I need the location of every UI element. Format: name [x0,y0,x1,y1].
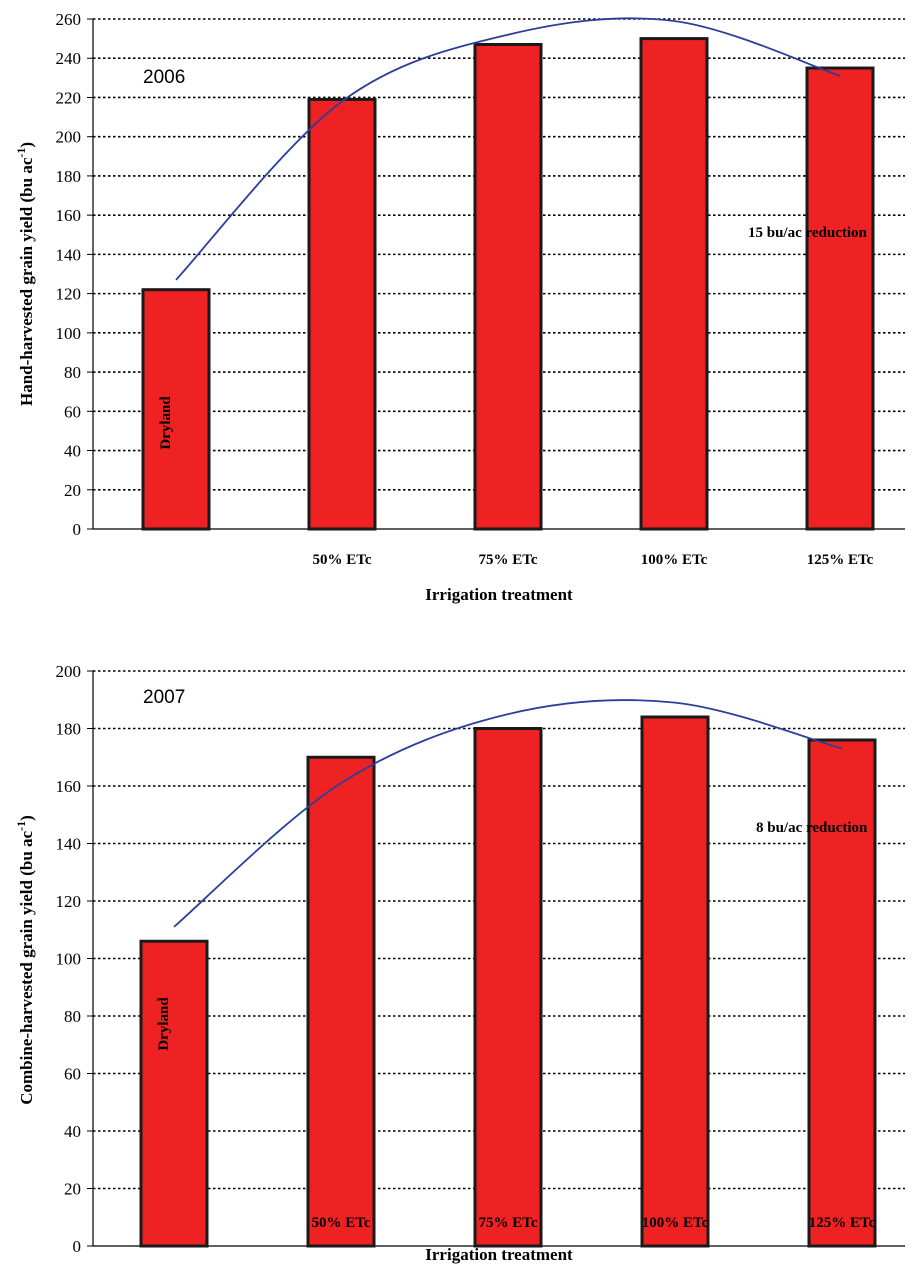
y-tick-label: 140 [56,835,82,854]
bar-label: Dryland [158,396,174,450]
y-axis-title-main: Hand-harvested grain yield (bu ac [17,157,36,406]
chart-1: 0 20 40 60 80 100 120 140 160 180 200 220 240 260 50% … [14,10,905,604]
y-tick-label: 100 [56,950,82,969]
x-category-label: 100% ETc [641,552,708,568]
y-tick-label: 240 [56,49,82,68]
y-tick-label: 60 [64,1065,81,1084]
x-category-label: 50% ETc [312,552,371,568]
year-label: 2007 [143,687,185,708]
y-tick-label: 20 [64,1180,81,1199]
x-category-label: 75% ETc [478,1215,537,1231]
y-tick-label: 100 [56,324,82,343]
y-axis-title-suffix: ) [17,142,36,148]
trendline [175,17,841,281]
y-tick-label: 60 [64,402,81,421]
y-tick-label: 0 [73,1237,82,1256]
x-category-label: 50% ETc [311,1215,370,1231]
bar [141,288,211,531]
chart-2: 0 20 40 60 80 100 120 140 160 180 200 50% ETc 75% ET… [14,662,905,1264]
y-axis-title-superscript: -1 [14,148,28,158]
x-category-label: 125% ETc [809,1215,876,1231]
y-tick-label: 140 [56,245,82,264]
bar [307,97,377,531]
y-axis-title-superscript: -1 [14,821,28,831]
y-tick-label: 260 [56,10,82,29]
bar [306,755,376,1248]
bar [473,43,543,531]
bar [640,715,710,1248]
trendline [173,699,843,928]
bar [139,939,209,1248]
bar [805,66,875,531]
y-tick-label: 200 [56,662,82,681]
reduction-annotation: 15 bu/ac reduction [748,225,868,241]
x-category-label: 75% ETc [478,552,537,568]
bar [473,727,543,1248]
reduction-annotation: 8 bu/ac reduction [756,820,868,836]
y-tick-label: 0 [73,520,82,539]
bar [807,738,877,1248]
x-axis-title: Irrigation treatment [425,585,573,604]
y-tick-label: 180 [56,720,82,739]
bar-label: Dryland [156,997,172,1051]
bar [639,37,709,531]
y-tick-label: 40 [64,1122,81,1141]
y-tick-label: 20 [64,481,81,500]
y-tick-label: 80 [64,1007,81,1026]
y-tick-label: 120 [56,892,82,911]
x-category-label: 125% ETc [807,552,874,568]
y-axis-title-main: Combine-harvested grain yield (bu ac [17,830,36,1104]
y-axis-title: Hand-harvested grain yield (bu ac-1) [14,142,36,406]
y-tick-label: 120 [56,285,82,304]
y-tick-label: 80 [64,363,81,382]
y-tick-label: 40 [64,442,81,461]
y-tick-label: 220 [56,88,82,107]
y-tick-label: 160 [56,206,82,225]
y-axis-title-suffix: ) [17,815,36,821]
y-tick-label: 180 [56,167,82,186]
y-axis-title: Combine-harvested grain yield (bu ac-1) [14,815,36,1105]
y-tick-label: 160 [56,777,82,796]
x-axis-title: Irrigation treatment [425,1245,573,1264]
x-category-label: 100% ETc [642,1215,709,1231]
year-label: 2006 [143,67,185,88]
y-tick-label: 200 [56,128,82,147]
